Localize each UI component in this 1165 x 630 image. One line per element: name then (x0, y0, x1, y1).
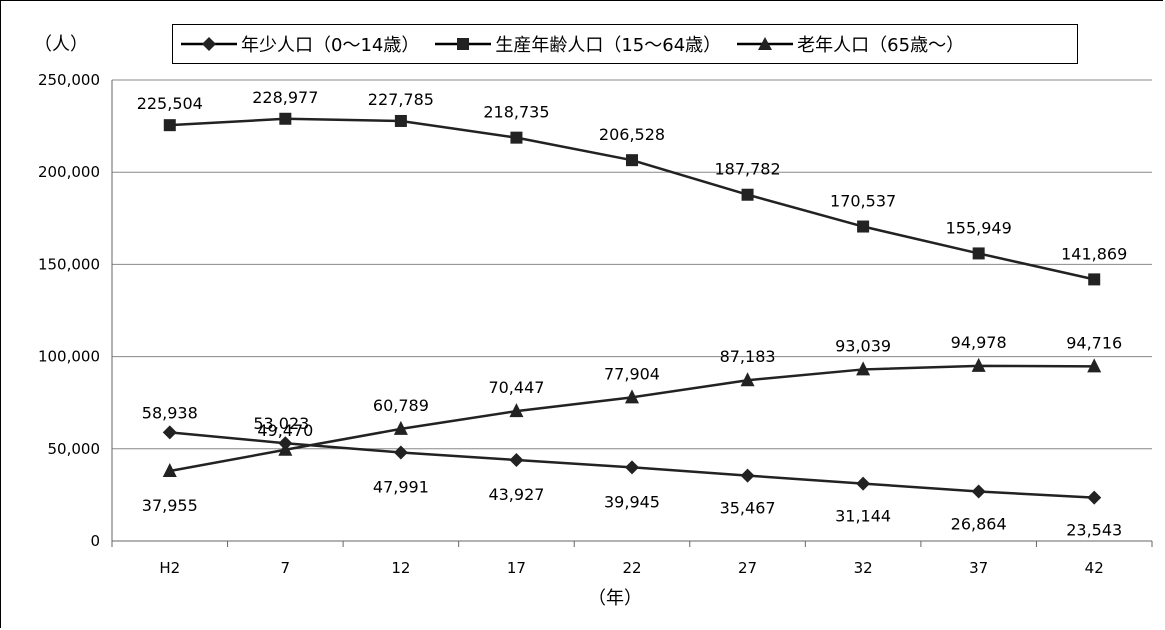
y-tick-label: 100,000 (38, 348, 100, 366)
data-label: 26,864 (951, 514, 1007, 533)
data-label: 94,716 (1066, 333, 1122, 352)
data-point-square (279, 112, 292, 125)
data-label: 206,528 (599, 125, 665, 144)
data-point-triangle (971, 357, 986, 372)
data-point-diamond (971, 484, 986, 499)
data-label: 23,543 (1066, 521, 1122, 540)
data-label: 53,023 (253, 414, 309, 433)
data-point-triangle (393, 420, 408, 435)
y-tick-label: 200,000 (38, 163, 100, 181)
data-point-triangle (162, 463, 177, 478)
data-point-square (1088, 273, 1101, 286)
y-tick-label: 0 (90, 532, 100, 550)
data-point-square (972, 247, 985, 260)
data-label: 49,470 (257, 421, 313, 440)
data-label: 70,447 (488, 378, 544, 397)
square-marker-icon (435, 38, 492, 50)
data-point-diamond (393, 445, 408, 460)
legend-label-youth: 年少人口（0～14歳） (241, 35, 420, 56)
legend-label-elderly: 老年人口（65歳～） (797, 35, 965, 56)
data-point-diamond (509, 452, 524, 467)
data-point-diamond (1087, 490, 1102, 505)
data-point-square (510, 131, 523, 144)
data-label: 47,991 (373, 478, 429, 497)
data-point-triangle (740, 372, 755, 387)
data-label: 170,537 (830, 192, 896, 211)
x-tick-label: 37 (969, 559, 988, 577)
data-label: 58,938 (142, 403, 198, 422)
x-tick-label: 17 (507, 559, 526, 577)
data-label: 227,785 (368, 90, 434, 109)
data-label: 87,183 (720, 347, 776, 366)
x-tick-label: 27 (738, 559, 757, 577)
y-tick-label: 50,000 (48, 440, 101, 458)
data-label: 35,467 (720, 499, 776, 518)
data-point-diamond (856, 476, 871, 491)
data-label: 31,144 (835, 507, 891, 526)
y-tick-label: 150,000 (38, 255, 100, 273)
data-point-square (394, 114, 407, 127)
x-tick-label: H2 (159, 559, 180, 577)
data-point-square (857, 220, 870, 233)
legend-item-working-age: 生産年齢人口（15～64歳） (435, 31, 721, 57)
data-point-square (626, 154, 638, 167)
x-tick-label: 22 (622, 559, 641, 577)
diamond-marker-icon (181, 37, 237, 51)
data-point-triangle (1087, 358, 1102, 373)
data-label: 228,977 (252, 88, 318, 107)
data-point-diamond (740, 468, 755, 483)
data-point-square (741, 188, 754, 201)
x-tick-label: 32 (854, 559, 873, 577)
data-label: 155,949 (946, 218, 1012, 237)
x-axis-label: （年） (588, 588, 642, 609)
data-label: 141,869 (1061, 244, 1127, 263)
data-point-square (163, 119, 176, 132)
x-tick-label: 7 (281, 559, 291, 577)
data-label: 225,504 (137, 94, 203, 113)
data-label: 93,039 (835, 336, 891, 355)
legend-item-elderly: 老年人口（65歳～） (737, 31, 964, 57)
legend-item-youth: 年少人口（0～14歳） (181, 31, 419, 57)
y-axis-label: （人） (34, 34, 88, 55)
data-label: 37,955 (142, 496, 198, 515)
triangle-marker-icon (737, 37, 794, 50)
data-label: 218,735 (483, 103, 549, 122)
data-label: 39,945 (604, 492, 660, 511)
legend-label-working-age: 生産年齢人口（15～64歳） (495, 35, 722, 56)
data-point-triangle (625, 389, 639, 404)
data-point-diamond (625, 460, 639, 475)
data-point-triangle (278, 441, 293, 456)
data-point-diamond (162, 425, 177, 440)
data-point-triangle (856, 361, 871, 376)
legend: 年少人口（0～14歳） 生産年齢人口（15～64歳） 老年人口（65歳～） (172, 24, 1078, 64)
data-label: 60,789 (373, 396, 429, 415)
data-label: 94,978 (951, 333, 1007, 352)
data-label: 77,904 (604, 364, 660, 383)
data-point-triangle (509, 403, 524, 418)
y-tick-label: 250,000 (38, 71, 100, 89)
x-tick-label: 42 (1085, 559, 1104, 577)
data-label: 43,927 (488, 485, 544, 504)
x-tick-label: 12 (391, 559, 410, 577)
data-label: 187,782 (714, 160, 780, 179)
